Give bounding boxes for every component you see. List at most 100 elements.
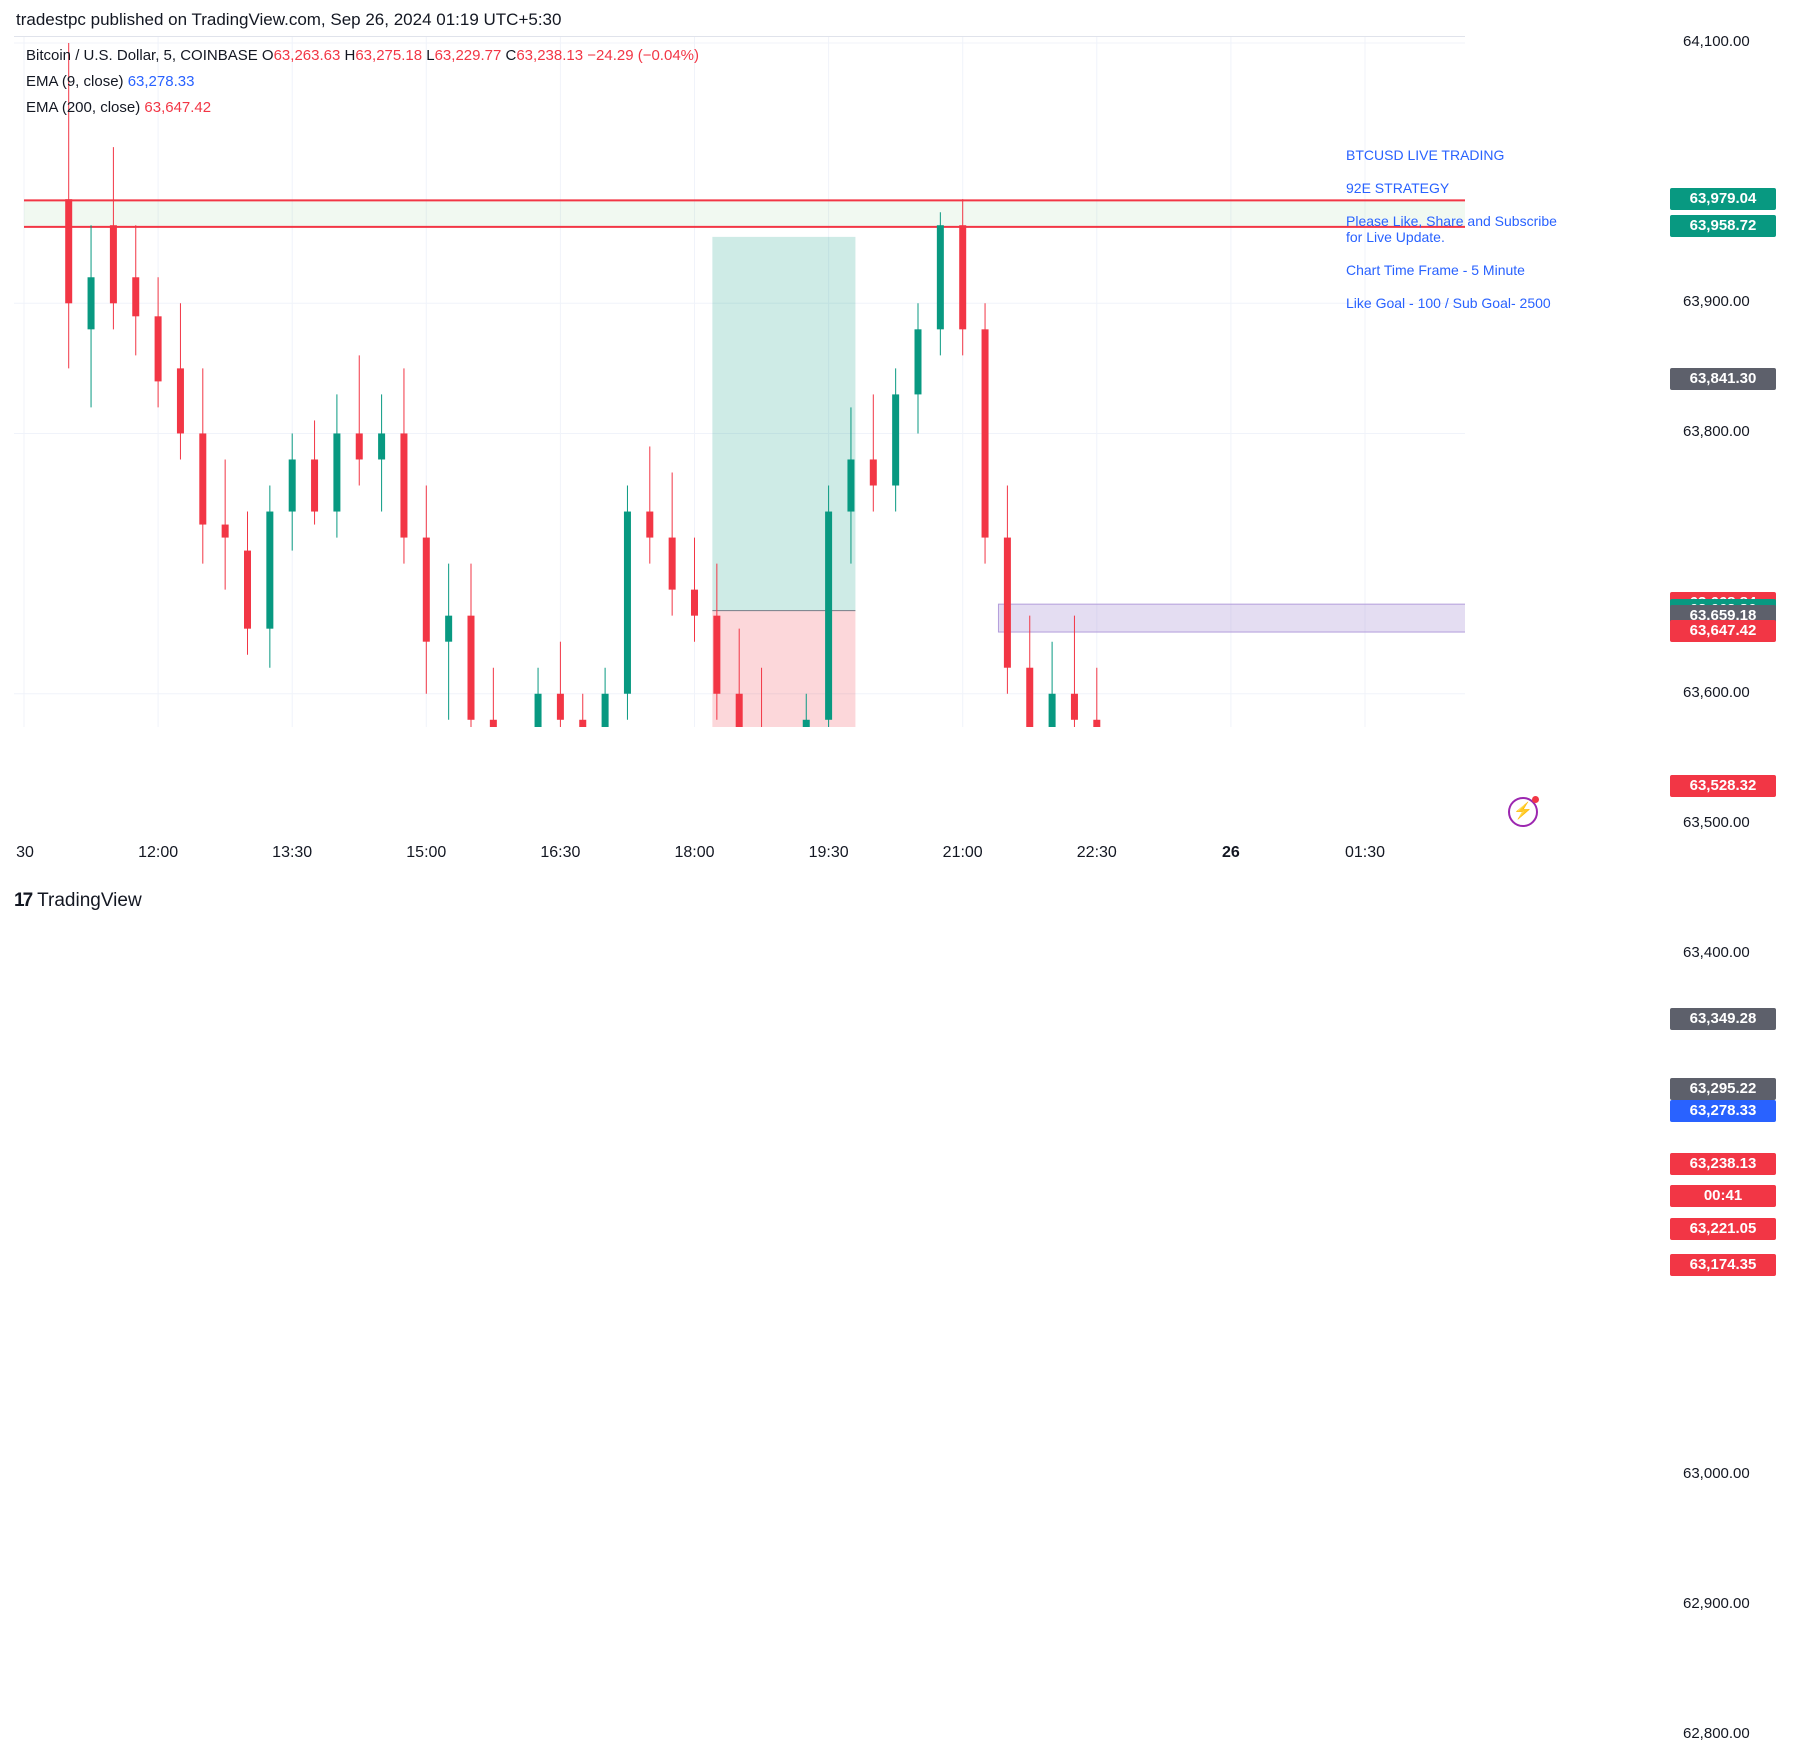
time-tick-1: 12:00 bbox=[138, 844, 179, 861]
candle-body-21 bbox=[534, 693, 542, 727]
ema200-label[interactable]: EMA (200, close) bbox=[26, 99, 141, 116]
note-update: for Live Update. bbox=[1346, 229, 1445, 245]
candle-body-38 bbox=[914, 329, 922, 395]
time-tick-0: 30 bbox=[16, 844, 34, 861]
candle-body-39 bbox=[936, 225, 944, 330]
time-tick-10: 01:30 bbox=[1344, 844, 1386, 861]
ema9-label[interactable]: EMA (9, close) bbox=[26, 73, 124, 90]
change-value: −24.29 (−0.04%) bbox=[587, 47, 699, 64]
position-stop-zone bbox=[712, 610, 856, 727]
price-tick-3: 63,600.00 bbox=[1683, 683, 1750, 701]
candle-body-13 bbox=[355, 433, 363, 460]
price-tick-8: 62,800.00 bbox=[1683, 1724, 1750, 1742]
position-target-zone bbox=[712, 236, 856, 611]
price-label-2[interactable]: 63,841.30 bbox=[1670, 367, 1776, 390]
price-label-10[interactable]: 63,278.33 bbox=[1670, 1100, 1776, 1123]
note-title: BTCUSD LIVE TRADING bbox=[1346, 147, 1505, 163]
candle-body-40 bbox=[959, 225, 967, 330]
low-value: 63,229.77 bbox=[434, 47, 502, 64]
candle-body-36 bbox=[869, 459, 877, 486]
candle-body-14 bbox=[378, 433, 386, 460]
candle-body-12 bbox=[333, 433, 341, 512]
candlestick-chart[interactable] bbox=[14, 37, 1465, 727]
candle-body-35 bbox=[847, 459, 855, 512]
open-label: O bbox=[261, 47, 274, 64]
candle-body-29 bbox=[713, 615, 721, 694]
close-value: 63,238.13 bbox=[516, 47, 584, 64]
price-label-8[interactable]: 63,349.28 bbox=[1670, 1008, 1776, 1031]
price-label-13[interactable]: 63,221.05 bbox=[1670, 1217, 1776, 1240]
candle-body-22 bbox=[556, 693, 564, 720]
candle-body-41 bbox=[981, 329, 989, 538]
publish-line: tradestpc published on TradingView.com, … bbox=[16, 10, 562, 29]
ema9-value: 63,278.33 bbox=[127, 73, 195, 90]
high-value: 63,275.18 bbox=[355, 47, 423, 64]
lightning-icon[interactable]: ⚡ bbox=[1508, 796, 1539, 827]
candle-body-25 bbox=[623, 511, 631, 694]
price-tick-4: 63,500.00 bbox=[1683, 813, 1750, 831]
candle-body-3 bbox=[132, 277, 140, 317]
candle-body-19 bbox=[489, 719, 497, 727]
candle-body-4 bbox=[154, 316, 162, 382]
zone-1 bbox=[997, 603, 1465, 633]
price-tick-6: 63,000.00 bbox=[1683, 1464, 1750, 1482]
ema200-value: 63,647.42 bbox=[144, 99, 212, 116]
tradingview-logo: 17 TradingView bbox=[14, 890, 142, 911]
candle-body-6 bbox=[199, 433, 207, 525]
candle-body-7 bbox=[221, 524, 229, 538]
candle-body-2 bbox=[109, 225, 117, 304]
time-tick-5: 18:00 bbox=[674, 844, 715, 861]
price-label-7[interactable]: 63,528.32 bbox=[1670, 775, 1776, 798]
candle-body-37 bbox=[892, 394, 900, 486]
candle-body-46 bbox=[1093, 719, 1101, 727]
price-tick-2: 63,800.00 bbox=[1683, 423, 1750, 441]
candle-body-43 bbox=[1026, 667, 1034, 727]
price-label-6[interactable]: 63,647.42 bbox=[1670, 620, 1776, 643]
candle-body-18 bbox=[467, 615, 475, 720]
candle-body-33 bbox=[802, 719, 810, 727]
candle-body-30 bbox=[735, 693, 743, 727]
price-label-9[interactable]: 63,295.22 bbox=[1670, 1078, 1776, 1101]
candle-body-17 bbox=[445, 615, 453, 642]
price-label-1[interactable]: 63,958.72 bbox=[1670, 214, 1776, 237]
candle-body-26 bbox=[646, 511, 654, 538]
candle-body-28 bbox=[691, 589, 698, 616]
time-tick-2: 13:30 bbox=[272, 844, 313, 861]
low-label: L bbox=[426, 47, 435, 64]
legend-ema9[interactable]: EMA (9, close) 63,278.33 bbox=[26, 73, 194, 90]
candle-body-0 bbox=[65, 199, 73, 304]
time-tick-7: 21:00 bbox=[942, 844, 983, 861]
candle-body-45 bbox=[1070, 693, 1078, 720]
note-strategy: 92E STRATEGY bbox=[1346, 180, 1450, 196]
price-label-0[interactable]: 63,979.04 bbox=[1670, 188, 1776, 211]
legend-ema200[interactable]: EMA (200, close) 63,647.42 bbox=[26, 99, 211, 116]
candle-body-24 bbox=[601, 693, 609, 727]
candle-body-34 bbox=[825, 511, 833, 720]
candle-body-8 bbox=[244, 550, 251, 629]
candle-body-9 bbox=[266, 511, 274, 629]
open-value: 63,263.63 bbox=[273, 47, 341, 64]
chart-area[interactable] bbox=[14, 36, 1465, 727]
legend-ohlc[interactable]: Bitcoin / U.S. Dollar, 5, COINBASE O63,2… bbox=[26, 47, 699, 64]
note-timeframe: Chart Time Frame - 5 Minute bbox=[1346, 262, 1525, 278]
candle-body-1 bbox=[87, 277, 95, 330]
symbol-name[interactable]: Bitcoin / U.S. Dollar, 5, COINBASE bbox=[26, 47, 258, 64]
time-tick-6: 19:30 bbox=[808, 844, 849, 861]
candle-body-42 bbox=[1003, 537, 1011, 668]
price-label-14[interactable]: 63,174.35 bbox=[1670, 1254, 1776, 1277]
price-label-11[interactable]: 63,238.13 bbox=[1670, 1152, 1776, 1175]
time-tick-4: 16:30 bbox=[540, 844, 581, 861]
candle-body-23 bbox=[579, 719, 587, 727]
high-label: H bbox=[344, 47, 356, 64]
candle-body-10 bbox=[288, 459, 296, 512]
note-goal: Like Goal - 100 / Sub Goal- 2500 bbox=[1346, 295, 1551, 311]
time-tick-9: 26 bbox=[1221, 844, 1240, 861]
time-tick-3: 15:00 bbox=[406, 844, 447, 861]
price-label-12[interactable]: 00:41 bbox=[1670, 1185, 1776, 1208]
candle-body-27 bbox=[668, 537, 676, 590]
candle-body-11 bbox=[311, 459, 319, 512]
note-subscribe: Please Like, Share and Subscribe bbox=[1346, 213, 1557, 229]
price-tick-5: 63,400.00 bbox=[1683, 944, 1750, 962]
zone-0 bbox=[24, 200, 1465, 227]
price-tick-1: 63,900.00 bbox=[1683, 293, 1750, 311]
